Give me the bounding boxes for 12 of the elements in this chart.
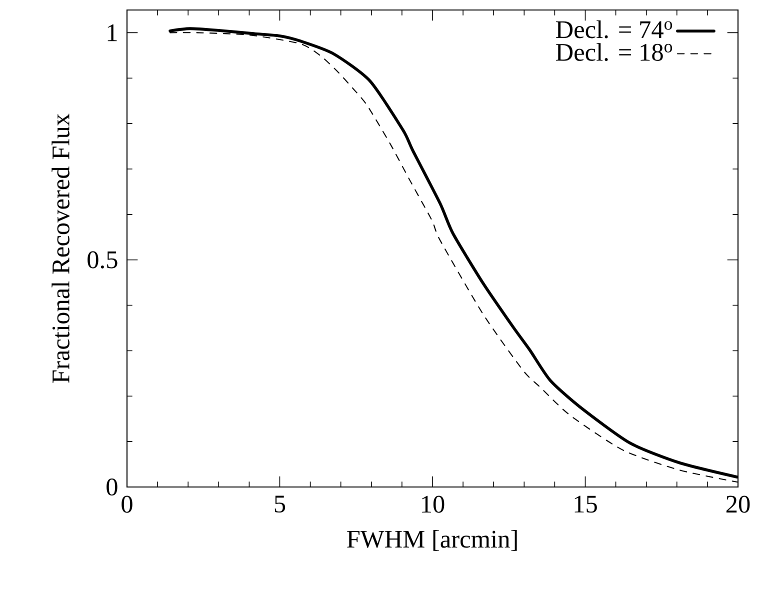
y-tick-label: 0.5 xyxy=(88,251,118,268)
x-tick-label: 15 xyxy=(574,496,597,513)
x-tick-label: 20 xyxy=(726,496,750,513)
x-tick-label: 10 xyxy=(422,496,444,513)
legend-label: Decl. = 74$^{o}$ xyxy=(556,20,672,38)
x-axis-title: FWHM [arcmin] xyxy=(347,530,517,551)
x-tick-label: 0 xyxy=(122,496,132,513)
x-tick-label: 5 xyxy=(274,496,286,513)
y-tick-label: 0 xyxy=(106,478,118,496)
y-axis-title: Fractional Recovered Flux xyxy=(52,114,70,383)
y-tick-label: 1 xyxy=(108,24,117,42)
legend-label: Decl. = 18$^{o}$ xyxy=(556,43,672,62)
